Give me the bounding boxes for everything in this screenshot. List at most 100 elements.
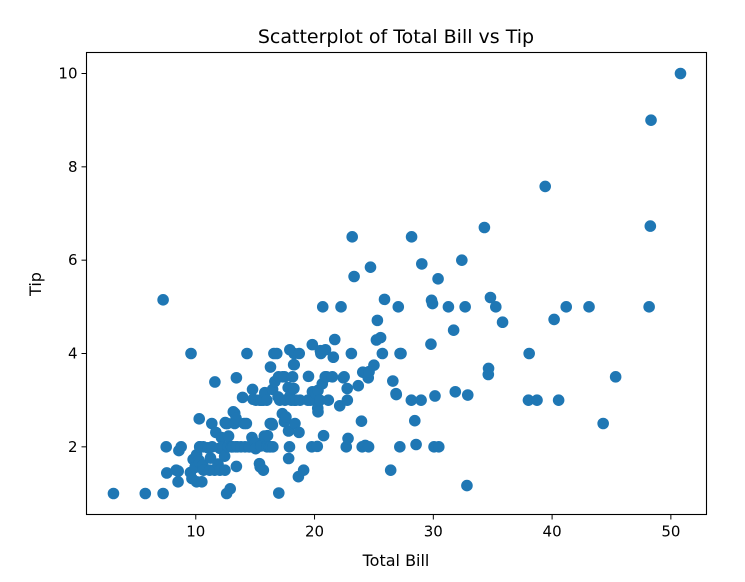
- scatter-point: [312, 406, 324, 418]
- scatter-point: [374, 331, 387, 344]
- scatter-point: [447, 324, 460, 336]
- scatter-point: [319, 343, 332, 356]
- scatter-point: [484, 291, 497, 304]
- scatter-point: [264, 361, 277, 373]
- scatter-point: [172, 476, 184, 488]
- scatter-point: [289, 417, 301, 430]
- scatter-point: [643, 301, 655, 313]
- x-tick-label: 20: [305, 523, 324, 541]
- scatter-point: [297, 464, 310, 476]
- scatter-point: [432, 273, 444, 285]
- scatter-point: [489, 301, 502, 313]
- scatter-point: [364, 261, 377, 273]
- scatter-point: [218, 450, 231, 462]
- scatter-point: [426, 297, 439, 310]
- scatter-point: [257, 464, 270, 476]
- scatter-point: [172, 465, 184, 477]
- scatter-point: [461, 389, 474, 401]
- scatter-point: [328, 333, 341, 346]
- y-tick-label: 2: [68, 438, 78, 456]
- axis-ticks: 10 20 30 40 50 2 4 6 8 10: [58, 65, 680, 541]
- scatter-point: [338, 371, 350, 383]
- scatter-point: [362, 441, 375, 453]
- scatter-point: [345, 347, 358, 360]
- scatter-point: [482, 362, 495, 375]
- scatter-point: [157, 487, 169, 500]
- scatter-point: [392, 301, 405, 313]
- scatter-point: [175, 441, 187, 453]
- scatter-point: [459, 301, 471, 313]
- scatter-point: [368, 359, 380, 371]
- scatter-point: [311, 440, 324, 453]
- scatter-point: [674, 67, 687, 80]
- scatter-point: [160, 441, 172, 453]
- scatter-point: [260, 394, 273, 406]
- chart-title: Scatterplot of Total Bill vs Tip: [258, 26, 534, 48]
- data-points: [107, 67, 687, 500]
- scatter-point: [280, 411, 292, 423]
- y-tick-label: 4: [68, 345, 78, 363]
- scatter-point: [293, 426, 305, 439]
- scatter-point: [415, 394, 427, 406]
- scatter-point: [327, 351, 340, 364]
- scatter-point: [390, 388, 403, 401]
- scatter-point: [341, 394, 354, 406]
- scatter-point: [408, 414, 421, 427]
- scatter-point: [282, 452, 295, 465]
- scatter-point: [342, 432, 354, 445]
- scatter-point: [196, 476, 208, 488]
- scatter-point: [139, 487, 152, 500]
- scatter-point: [405, 231, 418, 243]
- scatter-point: [185, 347, 197, 360]
- scatter-point: [278, 371, 291, 383]
- scatter-point: [302, 370, 315, 383]
- scatter-point: [224, 483, 237, 495]
- scatter-point: [478, 221, 491, 234]
- scatter-point: [326, 371, 339, 383]
- y-axis-label: Tip: [26, 272, 45, 297]
- scatter-point: [266, 419, 279, 431]
- scatter-point: [246, 383, 259, 396]
- scatter-point: [314, 394, 326, 406]
- scatter-point: [355, 415, 368, 427]
- scatter-point: [206, 417, 218, 430]
- scatter-point: [283, 441, 296, 453]
- scatter-point: [522, 394, 535, 406]
- scatter-point: [449, 385, 462, 398]
- y-tick-label: 6: [68, 251, 78, 269]
- y-tick-label: 10: [58, 65, 77, 83]
- scatter-point: [272, 487, 285, 499]
- scatter-point: [335, 301, 347, 313]
- scatter-point: [552, 394, 565, 406]
- scatter-point: [429, 390, 441, 402]
- scatter-point: [157, 294, 169, 306]
- scatter-point: [236, 391, 249, 404]
- scatter-point: [193, 413, 206, 425]
- scatter-point: [288, 382, 300, 395]
- scatter-point: [230, 460, 243, 473]
- scatter-point: [394, 441, 406, 453]
- scatter-point: [496, 316, 509, 329]
- scatter-point: [341, 382, 354, 395]
- scatter-point: [286, 371, 299, 383]
- scatter-point: [523, 347, 535, 360]
- x-tick-label: 40: [543, 523, 562, 541]
- plot-frame: [85, 51, 708, 516]
- scatter-point: [230, 371, 243, 384]
- scatter-point: [645, 114, 657, 126]
- scatter-point: [241, 347, 253, 360]
- scatter-point: [293, 347, 306, 360]
- x-tick-label: 30: [424, 523, 443, 541]
- scatter-point: [415, 258, 428, 270]
- scatter-point: [432, 441, 445, 453]
- scatter-point: [348, 270, 360, 283]
- scatter-point: [376, 347, 389, 360]
- scatter-point: [222, 430, 235, 442]
- scatter-point: [410, 438, 422, 451]
- scatter-point: [405, 394, 418, 406]
- scatter-point: [288, 358, 301, 371]
- scatter-point: [261, 429, 274, 442]
- scatter-point: [456, 254, 468, 266]
